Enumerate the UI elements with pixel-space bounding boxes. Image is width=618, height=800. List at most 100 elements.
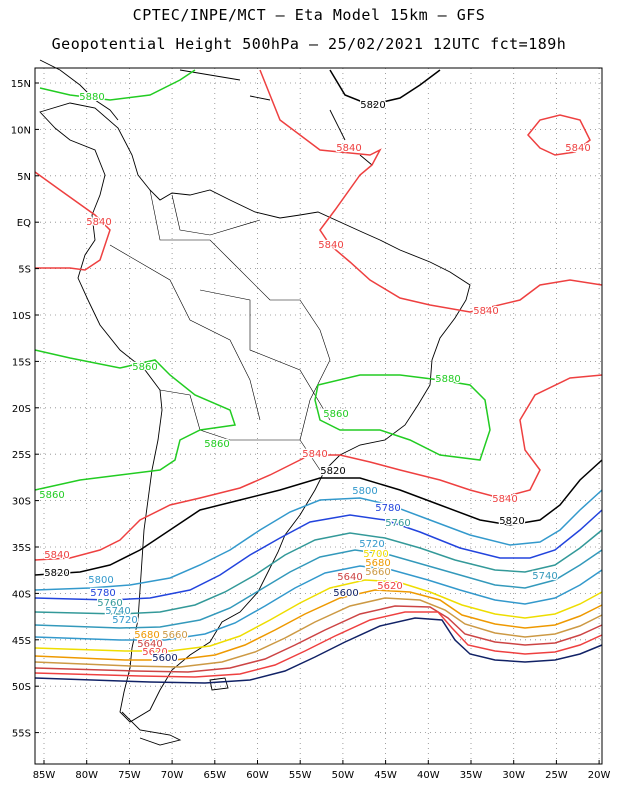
lon-label: 60W bbox=[246, 770, 269, 781]
contour-5840-north bbox=[259, 69, 603, 313]
contour-label: 5740 bbox=[532, 571, 557, 582]
contour-label: 5780 bbox=[375, 503, 400, 514]
lat-label: 50S bbox=[12, 682, 31, 693]
contour-label: 5860 bbox=[204, 439, 229, 450]
lat-label: EQ bbox=[17, 218, 31, 229]
contour-label: 5840 bbox=[86, 217, 111, 228]
lat-label: 30S bbox=[12, 497, 31, 508]
contour-5760 bbox=[34, 529, 603, 615]
map-frame bbox=[34, 67, 603, 765]
lon-label: 35W bbox=[460, 770, 483, 781]
lon-label: 55W bbox=[289, 770, 312, 781]
contour-label: 5840 bbox=[336, 143, 361, 154]
contour-label: 5840 bbox=[473, 306, 498, 317]
falklands bbox=[209, 677, 229, 691]
lat-label: 10N bbox=[11, 125, 31, 136]
contour-label: 5680 bbox=[134, 630, 159, 641]
contour-5620 bbox=[34, 611, 603, 678]
contour-label: 5720 bbox=[112, 615, 137, 626]
contour-5740 bbox=[34, 549, 603, 629]
lon-label: 45W bbox=[374, 770, 397, 781]
contour-label: 5800 bbox=[352, 486, 377, 497]
map-title-line-2: Geopotential Height 500hPa – 25/02/2021 … bbox=[51, 35, 567, 53]
contour-label: 5860 bbox=[132, 362, 157, 373]
lon-label: 20W bbox=[588, 770, 611, 781]
contour-label: 5620 bbox=[142, 647, 167, 658]
tierra-del-fuego bbox=[121, 711, 182, 746]
contour-label: 5840 bbox=[565, 143, 590, 154]
caribbean-islands bbox=[179, 69, 373, 166]
lat-label: 45S bbox=[12, 636, 31, 647]
border-1 bbox=[149, 189, 331, 471]
contour-label: 5840 bbox=[302, 449, 327, 460]
contour-label: 5820 bbox=[499, 516, 524, 527]
lat-label: 5N bbox=[17, 172, 31, 183]
lat-label: 55S bbox=[12, 729, 31, 740]
contour-5880-north bbox=[39, 69, 196, 101]
contour-label: 5880 bbox=[435, 374, 460, 385]
lat-label: 15N bbox=[11, 79, 31, 90]
south-america-coast bbox=[39, 102, 471, 723]
contour-5660 bbox=[34, 597, 603, 668]
contour-label: 5620 bbox=[377, 581, 402, 592]
contour-label: 5740 bbox=[105, 606, 130, 617]
lon-label: 50W bbox=[332, 770, 355, 781]
contour-5600 bbox=[34, 617, 603, 684]
contour-5720 bbox=[34, 565, 603, 641]
contour-label: 5780 bbox=[90, 588, 115, 599]
lon-label: 40W bbox=[417, 770, 440, 781]
contour-label: 5800 bbox=[88, 575, 113, 586]
contour-lines bbox=[34, 69, 603, 684]
contour-5840-west-cell bbox=[34, 171, 111, 271]
lon-label: 65W bbox=[203, 770, 226, 781]
lon-label: 85W bbox=[33, 770, 56, 781]
contour-label: 5880 bbox=[79, 92, 104, 103]
contour-5880-east bbox=[314, 374, 491, 461]
border-3 bbox=[159, 389, 300, 441]
contour-label: 5860 bbox=[39, 490, 64, 501]
longitude-labels: 85W 80W 75W 70W 65W 60W 55W 50W 45W 40W 35W 30W 25W 2… bbox=[33, 760, 611, 781]
country-borders bbox=[109, 189, 331, 471]
lon-label: 70W bbox=[161, 770, 184, 781]
lat-label: 10S bbox=[12, 311, 31, 322]
lon-label: 25W bbox=[545, 770, 568, 781]
border-5 bbox=[171, 194, 261, 236]
contour-label: 5760 bbox=[385, 518, 410, 529]
contour-label: 5820 bbox=[44, 568, 69, 579]
contour-5780 bbox=[34, 509, 603, 601]
contour-5840-south bbox=[34, 374, 603, 561]
contour-label: 5760 bbox=[97, 598, 122, 609]
lat-label: 35S bbox=[12, 543, 31, 554]
lat-label: 20S bbox=[12, 404, 31, 415]
contour-label: 5840 bbox=[318, 240, 343, 251]
contour-5820-south bbox=[34, 459, 603, 576]
lat-label: 40S bbox=[12, 589, 31, 600]
contour-label: 5660 bbox=[162, 630, 187, 641]
contour-label: 5720 bbox=[359, 539, 384, 550]
border-4 bbox=[199, 289, 331, 421]
contour-5840-east-cell bbox=[527, 114, 591, 156]
contour-5680 bbox=[34, 589, 603, 661]
lon-label: 75W bbox=[118, 770, 141, 781]
contour-5820-north bbox=[329, 69, 441, 106]
contour-label: 5840 bbox=[44, 550, 69, 561]
contour-label: 5820 bbox=[360, 100, 385, 111]
contour-5700 bbox=[34, 579, 603, 652]
contour-label: 5600 bbox=[152, 653, 177, 664]
lat-label: 5S bbox=[18, 265, 31, 276]
lat-lon-grid bbox=[35, 68, 602, 764]
map-title-line-1: CPTEC/INPE/MCT – Eta Model 15km – GFS bbox=[132, 6, 486, 24]
latitude-labels: 15N 10N 5N EQ 5S 10S 15S 20S 25S 30S 35S 40S 45S 50S 5… bbox=[11, 79, 39, 740]
contour-5640 bbox=[34, 605, 603, 673]
contour-label: 5860 bbox=[323, 409, 348, 420]
lon-label: 80W bbox=[75, 770, 98, 781]
lon-label: 30W bbox=[502, 770, 525, 781]
border-2 bbox=[109, 244, 261, 421]
contour-label: 5640 bbox=[337, 572, 362, 583]
contour-label: 5640 bbox=[137, 639, 162, 650]
coastlines bbox=[39, 59, 471, 746]
contour-5860-mid bbox=[34, 349, 236, 491]
contour-label: 5680 bbox=[365, 558, 390, 569]
contour-label: 5700 bbox=[363, 549, 388, 560]
